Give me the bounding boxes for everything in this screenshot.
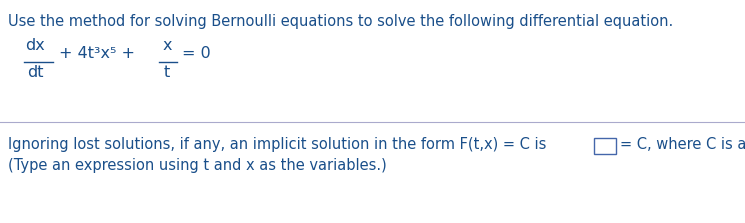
- Text: = C, where C is an arbitrary constant.: = C, where C is an arbitrary constant.: [620, 137, 745, 152]
- Text: t: t: [164, 65, 171, 80]
- Text: dt: dt: [27, 65, 43, 80]
- Text: dx: dx: [25, 38, 45, 53]
- Text: x: x: [163, 38, 173, 53]
- Text: (Type an expression using t and x as the variables.): (Type an expression using t and x as the…: [8, 158, 387, 173]
- Bar: [594, 138, 616, 154]
- Text: Ignoring lost solutions, if any, an implicit solution in the form F(t,x) = C is: Ignoring lost solutions, if any, an impl…: [8, 137, 546, 152]
- Text: = 0: = 0: [182, 45, 211, 60]
- Text: + 4t³x⁵ +: + 4t³x⁵ +: [59, 45, 135, 60]
- Text: Use the method for solving Bernoulli equations to solve the following differenti: Use the method for solving Bernoulli equ…: [8, 14, 673, 29]
